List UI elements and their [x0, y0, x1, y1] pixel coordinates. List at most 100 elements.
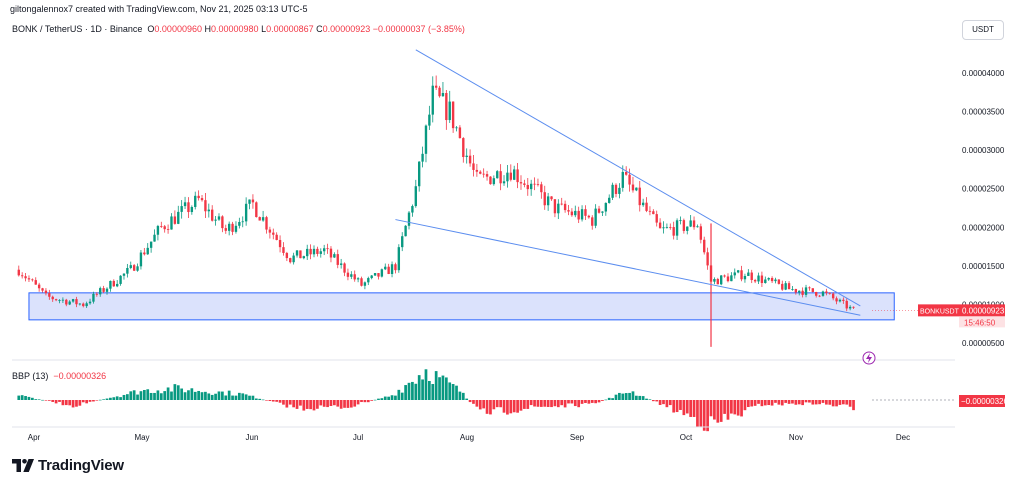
candle-body: [787, 283, 791, 290]
bbp-bar: [821, 400, 825, 403]
candle-body: [536, 184, 540, 185]
candle-body: [848, 306, 852, 309]
candle-body: [563, 203, 567, 211]
bbp-bar: [475, 400, 479, 407]
candle-body: [652, 211, 655, 215]
candle-body: [468, 155, 472, 164]
bbp-bar: [523, 400, 526, 409]
bbp-bar: [478, 400, 482, 410]
candle-body: [99, 288, 102, 295]
lightning-icon[interactable]: [862, 351, 876, 365]
bbp-bar: [180, 388, 184, 400]
bbp-bar: [383, 396, 387, 400]
candle-body: [265, 217, 268, 230]
bbp-bar: [685, 400, 689, 414]
bbp-bar: [818, 400, 821, 405]
symbol-title[interactable]: BONK / TetherUS · 1D · Binance: [12, 24, 143, 34]
candle-body: [194, 195, 197, 207]
tradingview-logo[interactable]: TradingView: [12, 457, 124, 474]
support-trendline: [395, 219, 861, 316]
candle-body: [434, 85, 438, 88]
candle-body: [24, 276, 27, 279]
candle-body: [815, 292, 818, 296]
candle-body: [272, 232, 275, 235]
bbp-bar: [706, 400, 709, 432]
bbp-bar: [400, 392, 404, 400]
bbp-bar: [37, 399, 41, 400]
symbol-legend[interactable]: BONK / TetherUS · 1D · Binance O0.000009…: [12, 24, 465, 34]
bbp-bar: [126, 394, 129, 400]
x-tick-label: Jun: [246, 433, 259, 442]
bbp-bar: [662, 400, 665, 405]
bbp-bar: [713, 400, 716, 420]
candle-body: [173, 216, 177, 224]
bbp-bar: [814, 400, 818, 405]
candle-body: [241, 221, 244, 223]
bbp-bar: [716, 400, 720, 423]
bbp-bar: [217, 391, 221, 400]
bbp-bar: [516, 400, 519, 413]
candle-body: [309, 248, 312, 255]
bbp-bar: [17, 395, 21, 400]
candle-body: [136, 266, 139, 271]
candle-body: [733, 272, 736, 276]
candle-body: [78, 303, 82, 305]
bbp-bar: [349, 400, 353, 408]
candle-body: [798, 290, 801, 293]
price-tag: [959, 304, 1005, 317]
candle-body: [95, 293, 99, 295]
candle-body: [516, 169, 519, 183]
bbp-bar: [112, 397, 116, 400]
bbp-bar: [760, 400, 764, 407]
indicator-name[interactable]: BBP (13): [12, 371, 49, 381]
bbp-bar: [601, 400, 604, 401]
indicator-legend[interactable]: BBP (13) −0.00000326: [12, 371, 106, 381]
candle-body: [675, 220, 679, 236]
candle-body: [170, 216, 173, 230]
bbp-bar: [417, 375, 421, 400]
candle-body: [804, 287, 808, 295]
bbp-bar: [611, 398, 614, 400]
candle-body: [370, 275, 373, 279]
bbp-bar: [210, 394, 214, 400]
bbp-bar: [24, 396, 27, 400]
bbp-bar: [333, 400, 336, 406]
candle-body: [842, 299, 845, 301]
bbp-bar: [20, 395, 24, 400]
bbp-bar: [539, 400, 543, 407]
bbp-bar: [292, 400, 295, 408]
candle-body: [614, 184, 618, 194]
bbp-bar: [556, 400, 560, 408]
bbp-bar: [831, 400, 835, 407]
candle-body: [441, 93, 445, 97]
candle-body: [380, 269, 384, 277]
bbp-bar: [472, 400, 475, 404]
bbp-bar: [424, 369, 428, 400]
x-tick-label: May: [134, 433, 149, 442]
bbp-bar: [102, 399, 105, 400]
bbp-bar: [614, 394, 618, 400]
candle-body: [119, 275, 122, 284]
candle-body: [529, 183, 533, 190]
bbp-bar: [492, 400, 496, 410]
candle-body: [750, 272, 753, 281]
bbp-bar: [791, 400, 794, 404]
bbp-bar: [190, 388, 194, 400]
bbp-bar: [536, 400, 540, 407]
candle-body: [177, 211, 180, 224]
candle-body: [166, 229, 170, 230]
bbp-bar: [841, 400, 845, 405]
bbp-bar: [95, 400, 99, 401]
bbp-bar: [64, 400, 68, 406]
candle-body: [767, 277, 770, 280]
bbp-bar: [455, 385, 458, 400]
candle-body: [662, 227, 665, 229]
candle-body: [316, 248, 319, 254]
currency-button[interactable]: USDT: [962, 20, 1004, 40]
bbp-bar: [377, 398, 380, 400]
candle-body: [295, 250, 299, 256]
candle-body: [584, 209, 587, 216]
bbp-bar: [31, 397, 34, 400]
candle-body: [679, 220, 682, 221]
